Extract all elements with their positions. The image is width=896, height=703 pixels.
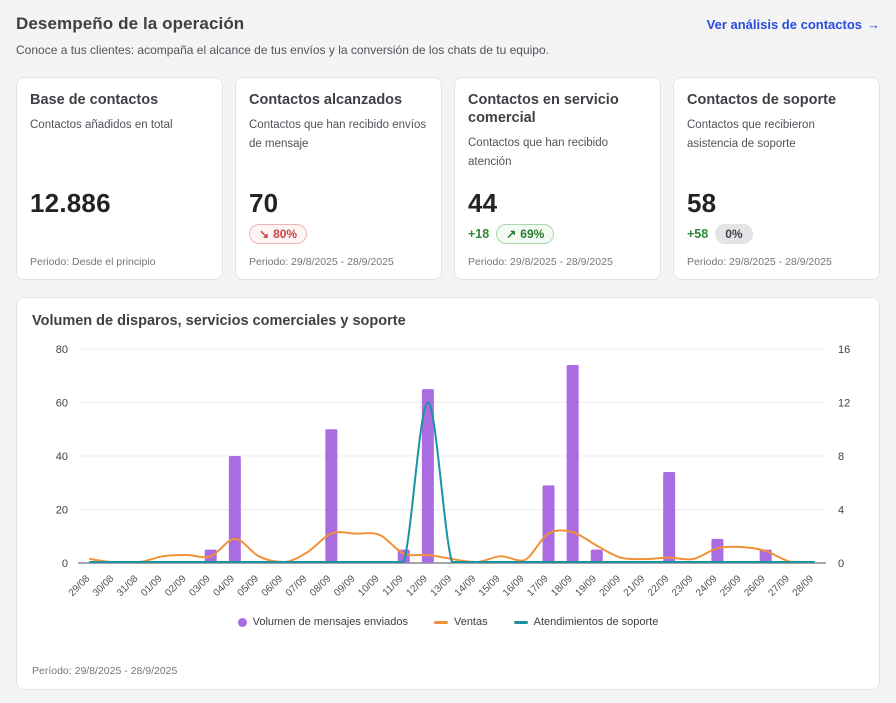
badge-row: +58 0% [687, 222, 866, 246]
svg-text:29/08: 29/08 [67, 573, 93, 599]
svg-text:13/09: 13/09 [429, 573, 455, 599]
combo-chart: 0 20 40 60 80 0 4 8 12 16 29/08 30/08 31/08 01/09 02/0… [32, 341, 864, 614]
card-description: Contactos que han recibido envíos de men… [249, 119, 427, 151]
card-title: Contactos alcanzados [249, 92, 403, 108]
card-contactos-alcanzados: Contactos alcanzados Contactos que han r… [235, 77, 442, 280]
card-contactos-soporte: Contactos de soporte Contactos que recib… [673, 77, 880, 280]
svg-text:31/08: 31/08 [115, 573, 141, 599]
trend-percent: 69% [520, 227, 545, 241]
svg-text:12: 12 [838, 398, 850, 410]
card-title: Contactos en servicio comercial [468, 92, 619, 127]
legend-dash-marker [433, 620, 448, 624]
svg-text:20: 20 [56, 505, 68, 517]
legend-label: Volumen de mensajes enviados [252, 616, 408, 628]
card-servicio-comercial: Contactos en servicio comercial Contacto… [454, 77, 661, 280]
trend-badge-negative: ↘ 80% [249, 224, 308, 244]
card-description: Contactos que recibieron asistencia de s… [687, 119, 815, 151]
card-title: Base de contactos [30, 92, 159, 108]
view-contact-analysis-link[interactable]: Ver análisis de contactos → [707, 17, 880, 32]
svg-text:18/09: 18/09 [549, 573, 575, 599]
svg-text:07/09: 07/09 [284, 573, 310, 599]
svg-text:15/09: 15/09 [477, 573, 503, 599]
legend-dash-marker [513, 620, 528, 624]
legend-item-ventas[interactable]: Ventas [433, 616, 488, 628]
legend-item-soporte[interactable]: Atendimientos de soporte [513, 616, 659, 628]
card-period: Periodo: 29/8/2025 - 28/9/2025 [249, 256, 394, 268]
chart-canvas: 0 20 40 60 80 0 4 8 12 16 29/0830/0831/0801/0902/0… [56, 344, 851, 599]
trend-percent: 0% [725, 227, 743, 241]
card-period: Periodo: 29/8/2025 - 28/9/2025 [687, 256, 832, 268]
chart-period: Período: 29/8/2025 - 28/9/2025 [32, 665, 178, 677]
svg-text:03/09: 03/09 [187, 573, 213, 599]
svg-text:04/09: 04/09 [211, 573, 237, 599]
card-description: Contactos añadidos en total [30, 119, 173, 132]
svg-text:01/09: 01/09 [139, 573, 165, 599]
svg-text:09/09: 09/09 [332, 573, 358, 599]
svg-text:16/09: 16/09 [501, 573, 527, 599]
link-label: Ver análisis de contactos [706, 17, 862, 32]
volume-chart-card: Volumen de disparos, servicios comercial… [16, 297, 880, 690]
card-value: 70 [249, 188, 279, 218]
svg-text:28/09: 28/09 [791, 573, 817, 599]
legend-circle-marker [237, 617, 247, 627]
svg-text:27/09: 27/09 [766, 573, 792, 599]
kpi-cards-row: Base de contactos Contactos añadidos en … [16, 77, 880, 280]
svg-text:20/09: 20/09 [598, 573, 624, 599]
svg-text:21/09: 21/09 [622, 573, 648, 599]
badge-row: ↘ 80% [249, 222, 428, 246]
card-period: Periodo: 29/8/2025 - 28/9/2025 [468, 256, 613, 268]
badge-row: +18 ↗ 69% [468, 222, 647, 246]
svg-text:08/09: 08/09 [308, 573, 334, 599]
page-subtitle: Conoce a tus clientes: acompaña el alcan… [16, 43, 549, 57]
svg-text:12/09: 12/09 [405, 573, 431, 599]
trend-down-icon: ↘ [259, 227, 270, 241]
svg-text:06/09: 06/09 [260, 573, 286, 599]
legend-label: Ventas [453, 616, 488, 628]
card-value: 58 [687, 188, 717, 218]
card-title: Contactos de soporte [687, 92, 837, 108]
svg-text:80: 80 [56, 344, 68, 356]
legend-label: Atendimientos de soporte [533, 616, 659, 628]
svg-text:17/09: 17/09 [525, 573, 551, 599]
svg-text:23/09: 23/09 [670, 573, 696, 599]
svg-text:05/09: 05/09 [236, 573, 262, 599]
delta-value: +18 [468, 227, 490, 241]
svg-text:8: 8 [838, 451, 844, 463]
svg-text:22/09: 22/09 [646, 573, 672, 599]
svg-text:0: 0 [62, 558, 68, 570]
svg-text:11/09: 11/09 [381, 573, 406, 598]
svg-text:0: 0 [838, 558, 844, 570]
svg-text:40: 40 [56, 451, 68, 463]
trend-badge-positive: ↗ 69% [496, 224, 555, 244]
svg-text:25/09: 25/09 [718, 573, 744, 599]
trend-up-icon: ↗ [506, 227, 517, 241]
trend-badge-neutral: 0% [715, 224, 753, 244]
card-description: Contactos que han recibido atención [468, 137, 609, 169]
badge-row [30, 222, 209, 246]
card-value: 12.886 [30, 188, 111, 218]
arrow-right-icon: → [867, 17, 880, 32]
svg-text:19/09: 19/09 [573, 573, 599, 599]
legend-item-mensajes[interactable]: Volumen de mensajes enviados [237, 616, 408, 628]
svg-text:02/09: 02/09 [163, 573, 189, 599]
page-header: Desempeño de la operación Ver análisis d… [16, 14, 880, 57]
card-value: 44 [468, 188, 498, 218]
delta-value: +58 [687, 227, 709, 241]
card-period: Periodo: Desde el principio [30, 256, 156, 268]
svg-text:24/09: 24/09 [694, 573, 720, 599]
card-base-contactos: Base de contactos Contactos añadidos en … [16, 77, 223, 280]
svg-text:30/08: 30/08 [91, 573, 117, 599]
svg-text:16: 16 [838, 344, 850, 356]
page-title: Desempeño de la operación [16, 14, 245, 33]
svg-text:4: 4 [838, 505, 844, 517]
svg-text:14/09: 14/09 [453, 573, 479, 599]
chart-legend: Volumen de mensajes enviados Ventas Aten… [32, 616, 864, 628]
svg-text:60: 60 [56, 398, 68, 410]
svg-text:10/09: 10/09 [356, 573, 382, 599]
trend-percent: 80% [273, 227, 298, 241]
chart-title: Volumen de disparos, servicios comercial… [32, 313, 406, 329]
svg-text:26/09: 26/09 [742, 573, 768, 599]
